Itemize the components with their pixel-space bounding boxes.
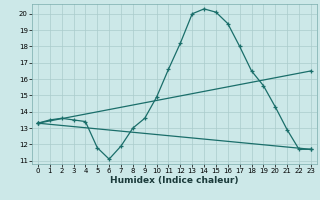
X-axis label: Humidex (Indice chaleur): Humidex (Indice chaleur) xyxy=(110,176,239,185)
